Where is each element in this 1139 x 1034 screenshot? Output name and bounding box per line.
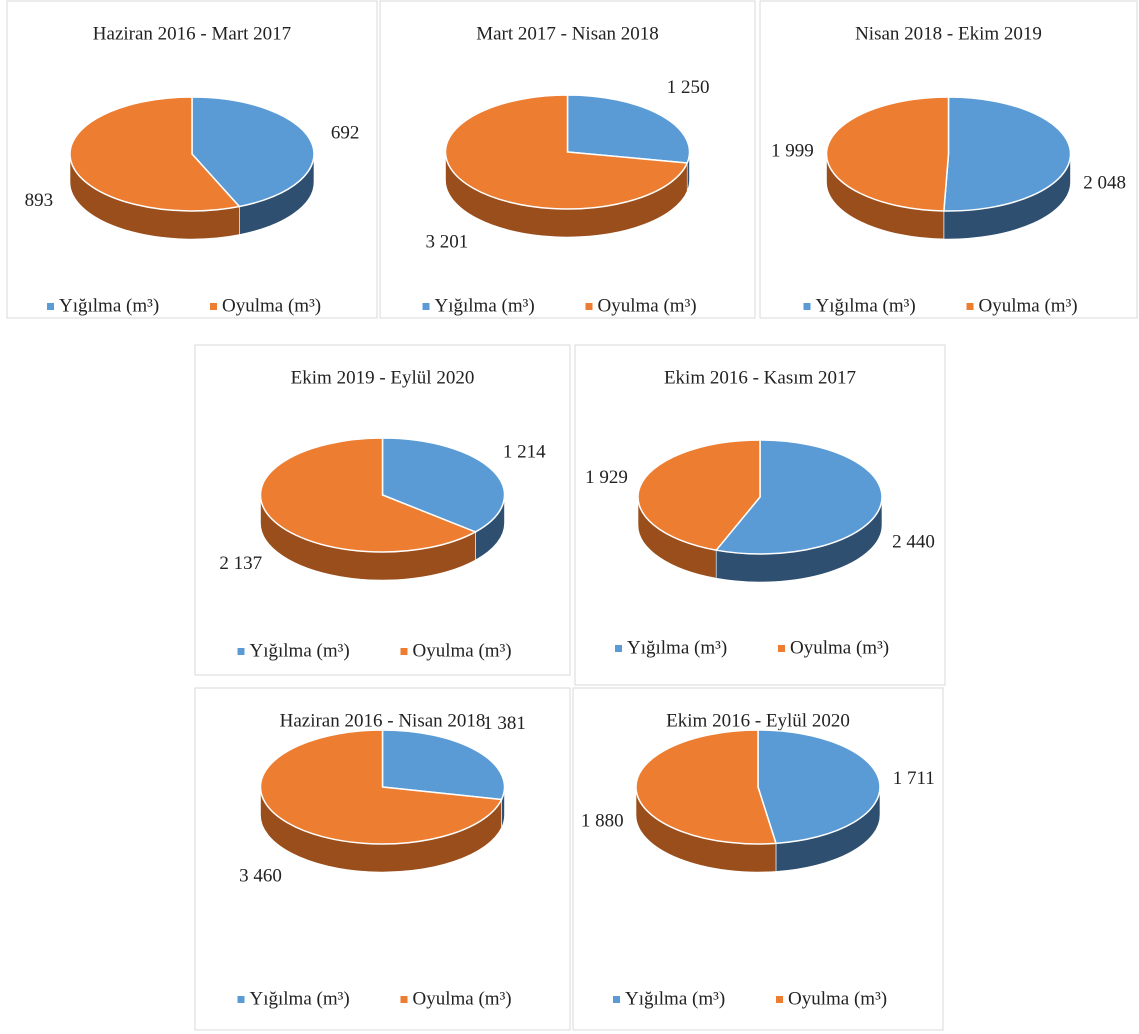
legend-label: Oyulma (m³) <box>790 637 889 658</box>
data-label: 1 711 <box>893 768 935 789</box>
pie-slice <box>381 437 506 533</box>
data-label: 3 460 <box>239 866 282 887</box>
legend-label: Oyulma (m³) <box>788 988 887 1009</box>
pie-slice <box>825 96 950 212</box>
pie-slice <box>635 729 777 845</box>
data-label: 1 999 <box>771 140 814 161</box>
data-label: 1 929 <box>585 467 628 488</box>
legend-label: Oyulma (m³) <box>979 295 1078 316</box>
chart-title: Haziran 2016 - Nisan 2018 <box>280 710 486 731</box>
legend-marker <box>422 303 430 310</box>
legend-marker <box>237 648 245 655</box>
legend-label: Oyulma (m³) <box>598 295 697 316</box>
legend-label: Yığılma (m³) <box>625 988 725 1009</box>
legend-label: Yığılma (m³) <box>816 295 916 316</box>
legend-label: Yığılma (m³) <box>59 295 159 316</box>
pie-slice <box>757 729 881 845</box>
chart-title: Ekim 2016 - Eylül 2020 <box>666 710 850 731</box>
pie-slice <box>566 94 691 164</box>
legend-marker <box>47 303 54 310</box>
legend-label: Oyulma (m³) <box>222 295 321 316</box>
pie-slice <box>191 96 315 208</box>
legend-marker <box>613 996 620 1003</box>
data-label: 2 440 <box>892 532 935 553</box>
legend-label: Yığılma (m³) <box>250 640 350 661</box>
data-label: 3 201 <box>426 232 469 253</box>
chart-title: Mart 2017 - Nisan 2018 <box>476 23 659 44</box>
legend-marker <box>400 996 408 1003</box>
legend-label: Yığılma (m³) <box>627 637 727 658</box>
pie-slice <box>714 439 883 555</box>
pie-slice <box>637 439 761 552</box>
legend-marker <box>778 645 785 652</box>
legend-label: Oyulma (m³) <box>413 640 512 661</box>
legend-label: Oyulma (m³) <box>413 988 512 1009</box>
chart-title: Ekim 2019 - Eylül 2020 <box>291 367 475 388</box>
legend-marker <box>237 996 245 1003</box>
data-label: 2 137 <box>219 553 262 574</box>
data-label: 1 214 <box>503 442 546 463</box>
legend-marker <box>585 303 593 310</box>
pie-slice <box>381 729 506 801</box>
legend-label: Yığılma (m³) <box>435 295 535 316</box>
data-label: 692 <box>331 123 360 144</box>
chart-title: Haziran 2016 - Mart 2017 <box>93 23 291 44</box>
legend-marker <box>400 648 408 655</box>
legend-marker <box>966 303 974 310</box>
data-label: 1 250 <box>667 77 710 98</box>
pie-slice <box>943 96 1072 212</box>
legend-marker <box>615 645 622 652</box>
data-label: 1 381 <box>483 713 526 734</box>
data-label: 2 048 <box>1083 172 1126 193</box>
chart-title: Nisan 2018 - Ekim 2019 <box>855 23 1042 44</box>
data-label: 893 <box>25 190 54 211</box>
legend-marker <box>776 996 783 1003</box>
pie-slice <box>259 437 478 553</box>
pie-slice <box>259 729 503 845</box>
pie-slice <box>444 94 689 210</box>
data-label: 1 880 <box>581 811 624 832</box>
chart-title: Ekim 2016 - Kasım 2017 <box>664 367 856 388</box>
legend-label: Yığılma (m³) <box>250 988 350 1009</box>
legend-marker <box>210 303 217 310</box>
pie-slice <box>69 96 241 212</box>
legend-marker <box>803 303 811 310</box>
